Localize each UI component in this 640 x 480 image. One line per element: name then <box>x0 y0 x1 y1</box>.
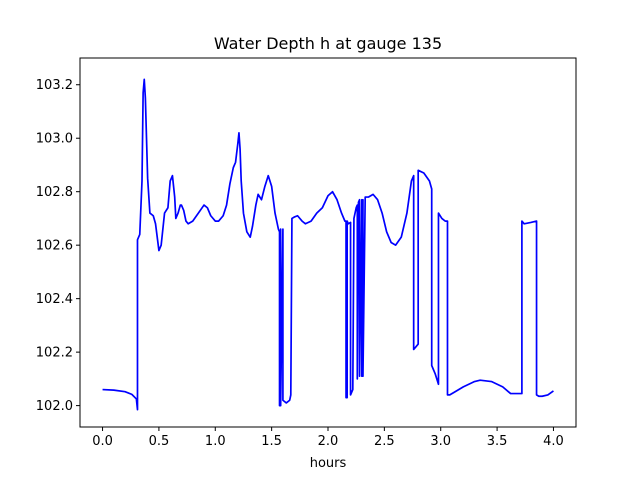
x-tick-label: 4.0 <box>543 434 564 449</box>
x-tick-label: 0.0 <box>92 434 113 449</box>
plot-area: 0.0 0.5 1.0 1.5 2.0 2.5 3.0 3.5 4.0 102.0102.210… <box>36 57 577 449</box>
series-layer <box>102 78 554 411</box>
x-axis-label: hours <box>310 456 347 471</box>
x-tick-label: 2.5 <box>374 434 395 449</box>
x-tick-label: 1.0 <box>205 434 226 449</box>
y-tick-label: 103.0 <box>36 132 73 147</box>
y-tick-label: 102.2 <box>36 346 73 361</box>
series-line-0 <box>102 78 554 411</box>
chart-title: Water Depth h at gauge 135 <box>214 34 442 53</box>
y-tick-label: 102.6 <box>36 239 73 254</box>
x-tick-label: 3.0 <box>430 434 451 449</box>
y-tick-label: 102.4 <box>36 292 73 307</box>
x-tick-label: 3.5 <box>487 434 508 449</box>
y-tick-label: 102.0 <box>36 399 73 414</box>
x-tick-label: 2.0 <box>318 434 339 449</box>
axes-frame <box>79 57 577 428</box>
x-tick-label: 0.5 <box>149 434 170 449</box>
axes-border <box>79 57 577 428</box>
y-tick-label: 102.8 <box>36 185 73 200</box>
x-tick-label: 1.5 <box>261 434 282 449</box>
y-tick-label: 103.2 <box>36 78 73 93</box>
x-axis-ticks: 0.0 0.5 1.0 1.5 2.0 2.5 3.0 3.5 4.0 <box>92 427 564 449</box>
y-axis-ticks: 102.0 102.2 102.4 102.6 102.8 103.0 103.2 <box>36 78 80 414</box>
